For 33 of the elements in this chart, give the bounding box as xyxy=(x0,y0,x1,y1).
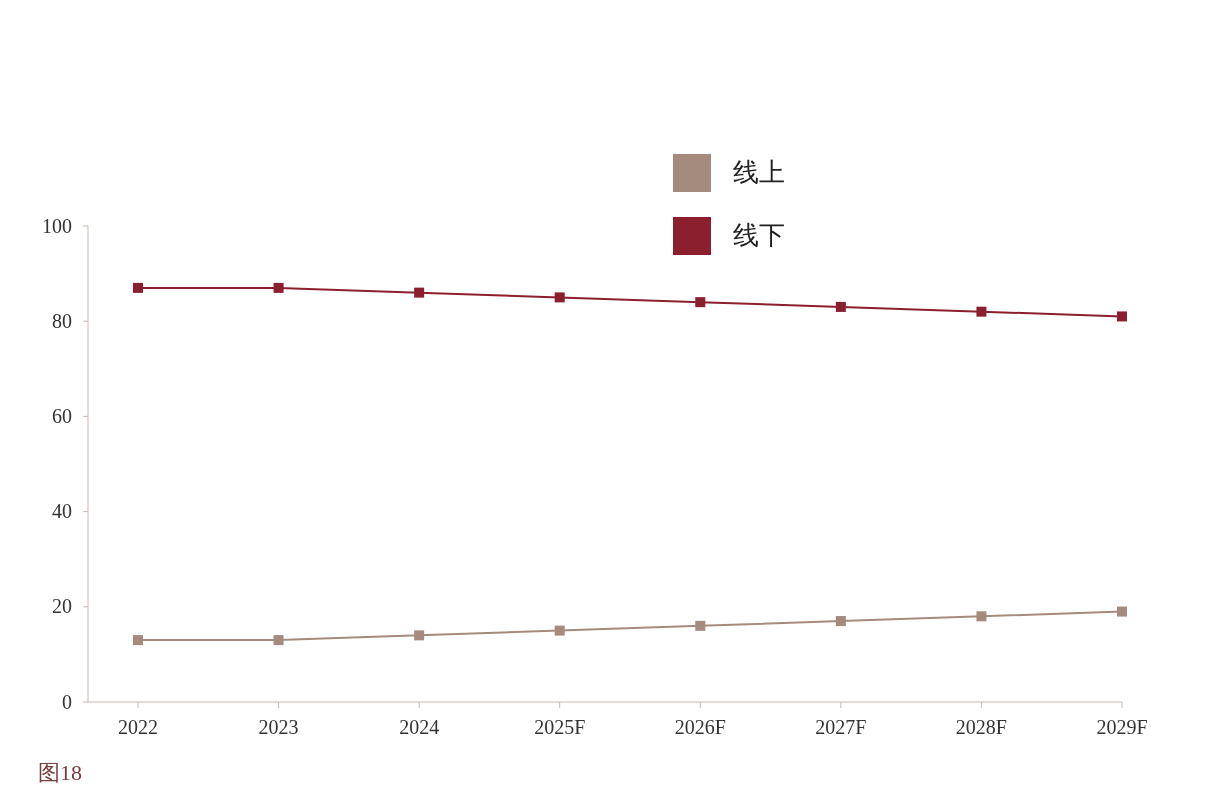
point xyxy=(414,287,425,298)
x-tick-label: 2022 xyxy=(118,715,158,738)
y-tick-label: 0 xyxy=(62,690,72,713)
legend-label: 线上 xyxy=(733,157,785,187)
caption: 图18 xyxy=(38,760,82,785)
y-tick-label: 80 xyxy=(52,309,72,332)
x-tick-label: 2025F xyxy=(534,715,586,738)
x-tick-label: 2024 xyxy=(399,715,440,738)
y-tick-label: 100 xyxy=(42,214,72,237)
y-tick-label: 40 xyxy=(52,500,72,523)
x-tick-label: 2029F xyxy=(1096,715,1148,738)
x-tick-label: 2023 xyxy=(258,715,299,738)
legend-label: 线下 xyxy=(733,220,785,250)
point xyxy=(976,306,987,317)
point xyxy=(976,611,987,622)
x-tick-label: 2026F xyxy=(674,715,726,738)
point xyxy=(133,635,143,646)
point xyxy=(695,620,706,631)
point xyxy=(835,301,846,312)
point xyxy=(273,282,284,293)
point xyxy=(554,625,565,636)
point xyxy=(133,282,143,293)
point xyxy=(695,297,706,308)
y-tick-label: 20 xyxy=(52,595,72,618)
point xyxy=(1117,311,1127,322)
point xyxy=(1117,606,1127,617)
x-tick-label: 2028F xyxy=(955,715,1007,738)
point xyxy=(554,292,565,303)
y-tick-label: 60 xyxy=(52,404,72,427)
point xyxy=(273,635,284,646)
x-tick-label: 2027F xyxy=(815,715,867,738)
point xyxy=(835,616,846,627)
point xyxy=(414,630,425,641)
